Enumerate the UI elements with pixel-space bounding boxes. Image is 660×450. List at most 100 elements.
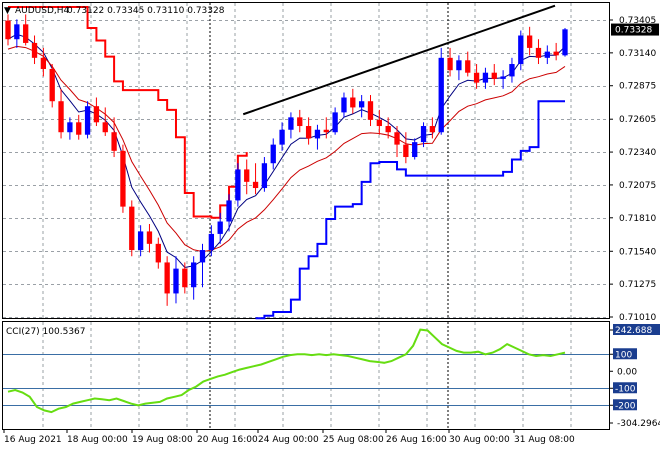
candle-body (518, 35, 524, 65)
cci-tick-label: -304.2964 (617, 419, 660, 429)
candle-body (544, 51, 550, 58)
candle-body (500, 76, 506, 79)
candle-body (305, 126, 312, 139)
time-tick-label: 31 Aug 08:00 (514, 435, 575, 445)
candle-body (376, 119, 382, 127)
cci-level-badge (613, 324, 660, 335)
candle-body (84, 106, 91, 135)
time-tick-label: 24 Aug 00:00 (258, 435, 319, 445)
candle-body (473, 72, 480, 83)
ema-slow-line (7, 45, 566, 253)
price-tick-label: 0.72340 (619, 148, 656, 158)
candle-body (40, 57, 47, 69)
candle-body (332, 112, 338, 133)
candle-body (164, 262, 170, 294)
candle-body (217, 221, 223, 234)
candle-body (146, 231, 153, 244)
candle-body (535, 47, 542, 58)
candle-body (553, 51, 559, 56)
cci-tick-label: 242.688 (615, 326, 652, 336)
candle-body (341, 97, 347, 113)
grid (3, 3, 609, 429)
candle-body (385, 126, 391, 133)
candle-body (509, 64, 515, 77)
candles (5, 14, 568, 306)
candle-body (67, 122, 73, 133)
candle-body (49, 68, 55, 102)
price-tick-label: 0.71275 (619, 280, 656, 290)
cci-tick-label: -200 (615, 401, 636, 411)
price-tick-label: 0.72605 (619, 115, 656, 125)
candle-body (14, 24, 20, 40)
candle-body (244, 169, 250, 182)
candle-body (270, 144, 276, 164)
price-tick-label: 0.71010 (619, 313, 656, 323)
candle-body (137, 231, 144, 251)
candle-body (314, 129, 321, 139)
candle-body (323, 129, 329, 133)
time-tick-label: 26 Aug 16:00 (386, 435, 447, 445)
candle-body (155, 243, 161, 263)
price-tick-label: 0.71810 (619, 214, 656, 224)
time-tick-label: 20 Aug 16:00 (197, 435, 258, 445)
dropdown-triangle-icon[interactable]: ▼ (4, 6, 11, 16)
candle-body (394, 132, 400, 145)
candle-body (367, 101, 374, 120)
candle-body (350, 97, 356, 108)
candle-body (279, 129, 285, 145)
candle-body (31, 42, 38, 58)
ohlc-label: 0.73122 0.73345 0.73110 0.73328 (67, 6, 225, 16)
candle-body (102, 122, 108, 133)
time-tick-label: 16 Aug 2021 (4, 435, 62, 445)
price-pane-frame (2, 2, 610, 319)
candle-body (252, 181, 259, 189)
candle-body (93, 106, 100, 123)
candle-body (358, 101, 365, 108)
price-tick-label: 0.73140 (619, 49, 656, 59)
time-axis: 16 Aug 2021 18 Aug 00:00 19 Aug 08:00 20 Au… (3, 429, 575, 445)
candle-body (58, 101, 64, 133)
time-tick-label: 30 Aug 00:00 (449, 435, 510, 445)
candle-body (208, 233, 215, 251)
cci-pane-frame (2, 321, 610, 430)
candle-body (5, 20, 11, 40)
candle-body (447, 57, 453, 71)
cci-tick-label: 100 (615, 350, 632, 360)
candle-body (403, 144, 409, 158)
price-tick-label: 0.72075 (619, 181, 656, 191)
time-tick-label: 18 Aug 00:00 (67, 435, 128, 445)
time-tick-label: 19 Aug 08:00 (132, 435, 193, 445)
candle-body (482, 72, 489, 83)
cci-line (7, 328, 566, 414)
lower-step-line (255, 100, 565, 320)
candle-body (526, 35, 533, 48)
candle-body (182, 268, 188, 288)
cci-tick-label: 0.00 (617, 367, 637, 377)
candle-body (429, 126, 436, 133)
candle-body (23, 24, 29, 43)
candle-body (420, 126, 427, 143)
candle-body (562, 29, 568, 56)
cci-level-badge (613, 399, 637, 411)
candle-body (261, 163, 268, 189)
ema-fast-line (7, 33, 566, 269)
current-price-label: 0.73328 (615, 26, 652, 36)
cci-label: CCI(27) 100.5367 (6, 327, 86, 337)
candle-body (297, 117, 303, 127)
price-tick-label: 0.73405 (619, 16, 656, 26)
price-axis: 0.73405 0.73140 0.72875 0.72605 0.72340 0.720… (609, 16, 659, 323)
current-price-badge (611, 23, 659, 36)
candle-body (129, 206, 135, 251)
upper-step-line (8, 5, 248, 219)
candle-body (199, 250, 206, 263)
candle-body (120, 150, 126, 207)
candle-body (412, 142, 418, 158)
candle-body (235, 169, 241, 201)
candle-body (191, 262, 197, 288)
cci-level-badge (613, 348, 637, 360)
symbol-label: AUDUSD,H4 (15, 6, 70, 16)
candle-body (111, 132, 117, 151)
candle-body (465, 60, 471, 73)
indicator-lines (7, 4, 566, 320)
